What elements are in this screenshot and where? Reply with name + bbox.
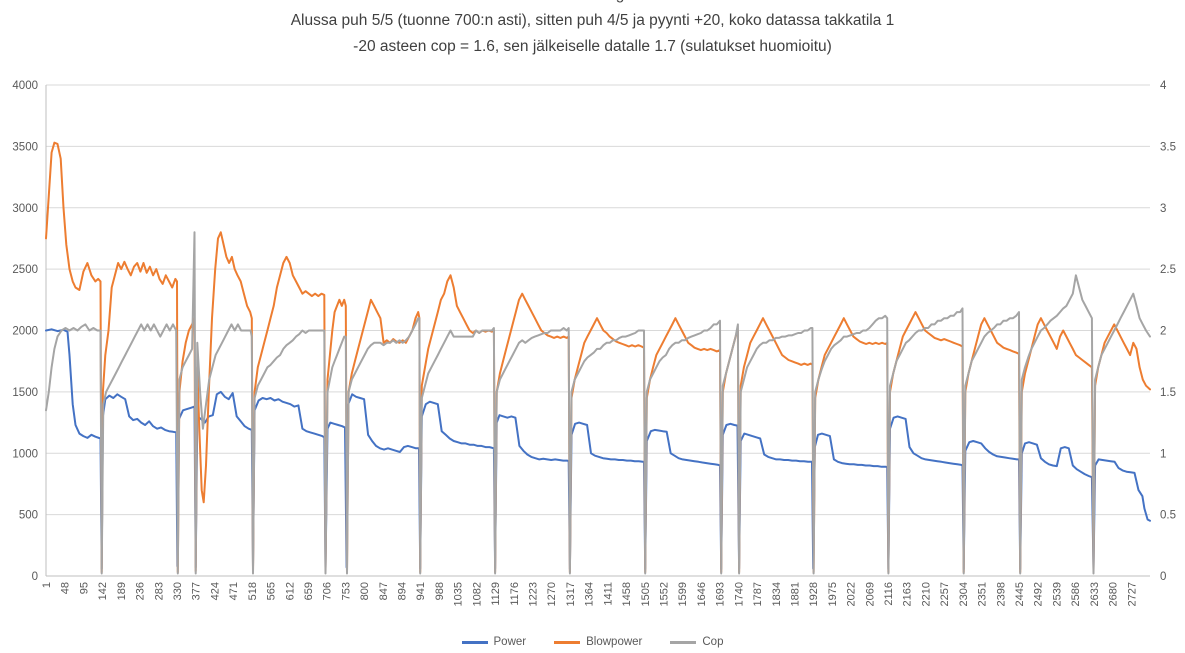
legend-swatch-power xyxy=(461,640,488,644)
y-left-tick-label: 500 xyxy=(19,510,38,522)
x-tick-label: 753 xyxy=(340,582,352,600)
x-tick-label: 800 xyxy=(359,582,371,600)
x-tick-label: 283 xyxy=(153,582,165,600)
x-tick-label: 424 xyxy=(209,582,221,600)
y-right-tick-label: 0.5 xyxy=(1160,510,1176,522)
x-tick-label: 706 xyxy=(322,582,334,600)
x-tick-label: 2492 xyxy=(1033,582,1045,606)
legend-swatch-blowpower xyxy=(554,640,581,644)
y-left-tick-label: 3500 xyxy=(12,141,38,153)
x-tick-label: 1552 xyxy=(658,582,670,606)
y-right-tick-label: 2 xyxy=(1160,326,1166,338)
x-tick-label: 330 xyxy=(172,582,184,600)
legend-item-cop: Cop xyxy=(670,636,723,648)
x-tick-label: 2069 xyxy=(864,582,876,606)
x-tick-label: 1787 xyxy=(752,582,764,606)
x-tick-label: 894 xyxy=(397,582,409,600)
series-line-cop xyxy=(45,231,1151,575)
series-line-power xyxy=(45,328,1151,571)
legend-swatch-cop xyxy=(670,640,697,644)
chart-title-line1: Alussa puh 5/5 (tuonne 700:n asti), sitt… xyxy=(290,12,895,29)
x-tick-label: 189 xyxy=(116,582,128,600)
legend-label: Blowpower xyxy=(586,636,643,648)
x-tick-label: 2210 xyxy=(920,582,932,606)
y-left-tick-label: 0 xyxy=(32,571,38,583)
x-tick-label: 2633 xyxy=(1089,582,1101,606)
x-tick-label: 377 xyxy=(191,582,203,600)
y-right-tick-label: 1.5 xyxy=(1160,387,1176,399)
x-tick-label: 2257 xyxy=(939,582,951,606)
y-right-tick-label: 4 xyxy=(1160,80,1167,92)
x-tick-label: 1834 xyxy=(771,582,783,606)
legend-label: Power xyxy=(493,636,527,648)
x-tick-label: 1740 xyxy=(733,582,745,606)
x-tick-label: 1928 xyxy=(808,582,820,606)
x-tick-label: 1599 xyxy=(677,582,689,606)
x-tick-label: 1646 xyxy=(696,582,708,606)
y-left-tick-label: 4000 xyxy=(12,80,38,92)
x-tick-label: 1317 xyxy=(565,582,577,606)
x-tick-label: 2727 xyxy=(1126,582,1138,606)
x-tick-label: 565 xyxy=(266,582,278,600)
x-tick-label: 659 xyxy=(303,582,315,600)
axis-title-fragment: ) xyxy=(0,322,5,338)
x-tick-label: 1458 xyxy=(621,582,633,606)
y-right-tick-label: 2.5 xyxy=(1160,264,1176,276)
x-tick-label: 1693 xyxy=(715,582,727,606)
x-tick-label: 471 xyxy=(228,582,240,600)
chart-legend: Power Blowpower Cop xyxy=(0,636,1185,648)
x-tick-label: 1035 xyxy=(453,582,465,606)
legend-item-blowpower: Blowpower xyxy=(554,636,642,648)
x-tick-label: 1975 xyxy=(827,582,839,606)
x-tick-label: 1881 xyxy=(789,582,801,606)
x-tick-label: 1411 xyxy=(602,582,614,606)
x-tick-label: 2445 xyxy=(1014,582,1026,606)
legend-item-power: Power xyxy=(461,636,527,648)
y-right-tick-label: 0 xyxy=(1160,571,1166,583)
x-tick-label: 2586 xyxy=(1070,582,1082,606)
x-tick-label: 1270 xyxy=(546,582,558,606)
y-left-tick-label: 1000 xyxy=(12,448,38,460)
x-tick-label: 1082 xyxy=(471,582,483,606)
x-tick-label: 142 xyxy=(97,582,109,600)
x-tick-label: 2163 xyxy=(902,582,914,606)
x-tick-label: 1176 xyxy=(509,582,521,606)
y-left-tick-label: 2500 xyxy=(12,264,38,276)
x-tick-label: 2351 xyxy=(977,582,989,606)
x-tick-label: 1 xyxy=(41,582,53,588)
y-left-tick-label: 2000 xyxy=(12,326,38,338)
legend-label: Cop xyxy=(702,636,724,648)
x-tick-label: 2116 xyxy=(883,582,895,606)
x-tick-label: 95 xyxy=(78,582,90,594)
x-tick-label: 2304 xyxy=(958,582,970,606)
x-tick-label: 941 xyxy=(415,582,427,600)
x-tick-label: 236 xyxy=(135,582,147,600)
chart-title: Alussa puh 5/5 (tuonne 700:n asti), sitt… xyxy=(0,8,1185,60)
x-tick-label: 2680 xyxy=(1108,582,1120,606)
chart-title-line2: -20 asteen cop = 1.6, sen jälkeiselle da… xyxy=(353,38,832,55)
x-tick-label: 1129 xyxy=(490,582,502,606)
x-tick-label: 48 xyxy=(60,582,72,594)
x-tick-label: 2539 xyxy=(1051,582,1063,606)
x-tick-label: 1223 xyxy=(528,582,540,606)
x-tick-label: 1364 xyxy=(584,582,596,606)
x-tick-label: 518 xyxy=(247,582,259,600)
x-tick-label: 2022 xyxy=(846,582,858,606)
title-clipped-line: g xyxy=(598,0,642,7)
y-right-tick-label: 3 xyxy=(1160,203,1166,215)
x-tick-label: 1505 xyxy=(640,582,652,606)
y-left-tick-label: 3000 xyxy=(12,203,38,215)
x-tick-label: 988 xyxy=(434,582,446,600)
y-left-tick-label: 1500 xyxy=(12,387,38,399)
series-line-blowpower xyxy=(45,141,1151,574)
y-right-tick-label: 1 xyxy=(1160,448,1166,460)
y-right-tick-label: 3.5 xyxy=(1160,141,1176,153)
x-tick-label: 847 xyxy=(378,582,390,600)
x-tick-label: 612 xyxy=(284,582,296,600)
x-tick-label: 2398 xyxy=(995,582,1007,606)
